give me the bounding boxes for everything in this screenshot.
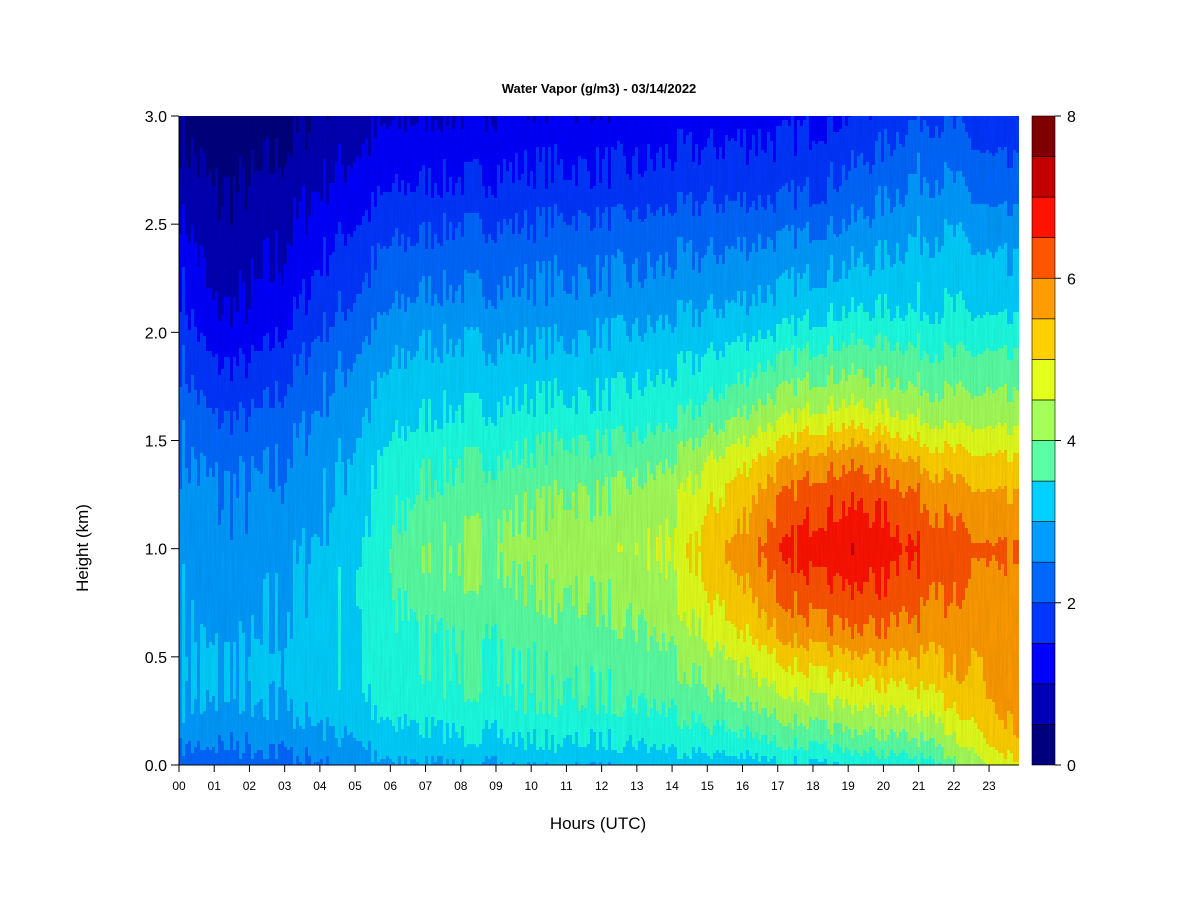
x-tick-label: 09	[489, 779, 503, 793]
colorbar-swatch	[1031, 643, 1056, 685]
colorbar-swatch	[1031, 602, 1056, 644]
colorbar-swatch	[1031, 521, 1056, 563]
x-tick-label: 01	[208, 779, 222, 793]
colorbar-tick-label: 8	[1067, 109, 1076, 126]
y-tick-label: 0.5	[145, 650, 167, 667]
y-axis-label: Height (km)	[73, 504, 92, 592]
y-tick-label: 3.0	[145, 109, 167, 126]
y-tick-label: 0.0	[145, 758, 167, 775]
x-tick-label: 13	[630, 779, 644, 793]
x-tick-label: 22	[947, 779, 961, 793]
x-tick-label: 11	[560, 779, 573, 793]
x-tick-label: 03	[278, 779, 292, 793]
x-tick-label: 16	[736, 779, 750, 793]
x-tick-label: 23	[982, 779, 996, 793]
axes: 0.0 0.5 1.0 1.5 2.0 2.5 3.0 00 01 02 03 04 05 06 07 08 0…	[145, 109, 1019, 793]
colorbar-swatch	[1031, 115, 1056, 157]
x-tick-label: 19	[842, 779, 856, 793]
x-tick-label: 00	[172, 779, 186, 793]
x-axis-label: Hours (UTC)	[550, 814, 646, 833]
x-tick-label: 10	[525, 779, 539, 793]
colorbar-swatch	[1031, 277, 1056, 320]
colorbar-swatch	[1031, 196, 1056, 238]
y-tick-label: 1.0	[145, 542, 167, 559]
x-tick-label: 08	[454, 779, 468, 793]
x-tick-label: 04	[313, 779, 327, 793]
x-tick-label: 06	[384, 779, 398, 793]
colorbar-tick-label: 4	[1067, 434, 1076, 451]
colorbar-swatch	[1031, 359, 1056, 401]
x-tick-label: 15	[701, 779, 715, 793]
colorbar-swatch	[1031, 683, 1056, 725]
x-tick-label: 05	[348, 779, 362, 793]
colorbar-tick-label: 6	[1067, 271, 1076, 288]
colorbar: 0 2 4 6 8	[1031, 109, 1076, 775]
colorbar-swatch	[1031, 156, 1056, 198]
x-tick-label: 21	[912, 779, 926, 793]
colorbar-swatch	[1031, 318, 1056, 360]
x-tick-label: 20	[877, 779, 891, 793]
x-tick-label: 02	[243, 779, 257, 793]
x-tick-label: 07	[419, 779, 433, 793]
x-tick-label: 17	[771, 779, 785, 793]
colorbar-swatch	[1031, 237, 1056, 279]
y-tick-label: 2.0	[145, 325, 167, 342]
x-tick-label: 14	[665, 779, 679, 793]
colorbar-tick-label: 0	[1067, 758, 1076, 775]
colorbar-swatch	[1031, 561, 1056, 604]
colorbar-tick-label: 2	[1067, 596, 1076, 613]
chart-title: Water Vapor (g/m3) - 03/14/2022	[502, 81, 697, 96]
heatmap-texture	[179, 116, 1019, 765]
x-tick-label: 12	[595, 779, 609, 793]
x-tick-label: 18	[806, 779, 820, 793]
y-tick-label: 1.5	[145, 434, 167, 451]
colorbar-swatch	[1031, 480, 1056, 522]
colorbar-swatch	[1031, 724, 1056, 766]
colorbar-swatch	[1031, 399, 1056, 441]
y-tick-label: 2.5	[145, 217, 167, 234]
colorbar-swatch	[1031, 440, 1056, 482]
